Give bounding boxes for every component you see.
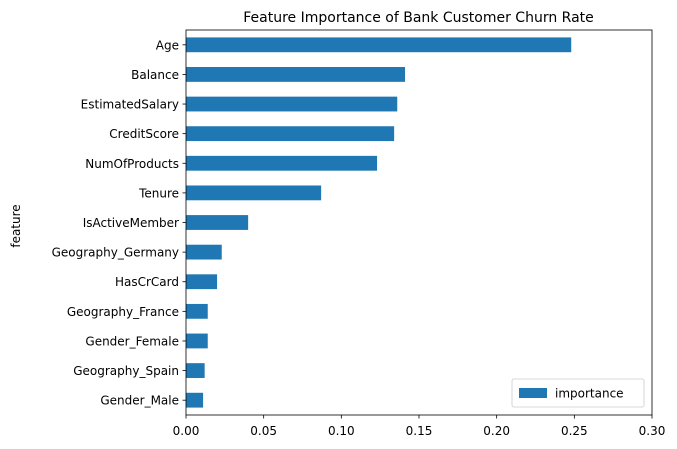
bar-numofproducts xyxy=(186,155,378,171)
bar-balance xyxy=(186,67,406,82)
legend-swatch xyxy=(519,388,547,398)
x-tick-label: 0.20 xyxy=(483,424,510,438)
chart-title: Feature Importance of Bank Customer Chur… xyxy=(243,10,594,26)
x-tick-label: 0.00 xyxy=(173,424,200,438)
y-tick-label: EstimatedSalary xyxy=(81,98,179,112)
y-tick-label: Geography_France xyxy=(67,305,179,319)
bar-geography-france xyxy=(186,303,208,319)
y-axis-label: feature xyxy=(9,204,23,247)
y-tick-label: Gender_Male xyxy=(100,394,179,408)
y-tick-label: IsActiveMember xyxy=(83,216,179,230)
y-tick-label: CreditScore xyxy=(109,127,179,141)
y-tick-label: Gender_Female xyxy=(85,334,179,348)
bars-group xyxy=(186,37,572,408)
y-tick-label: HasCrCard xyxy=(115,275,179,289)
bar-hascrcard xyxy=(186,274,218,290)
y-tick-label: Geography_Spain xyxy=(73,364,179,378)
y-tick-label: Balance xyxy=(131,68,179,82)
y-tick-label: Geography_Germany xyxy=(52,246,179,260)
legend: importance xyxy=(511,378,645,408)
x-tick-label: 0.05 xyxy=(250,424,277,438)
bar-creditscore xyxy=(186,126,395,142)
y-axis-ticks: Age Balance EstimatedSalary CreditScore NumO… xyxy=(52,38,186,408)
legend-box xyxy=(511,378,645,408)
bar-gender-female xyxy=(186,333,208,349)
bar-tenure xyxy=(186,185,322,201)
x-axis-ticks: 0.00 0.05 0.10 0.15 0.20 0.25 0.30 xyxy=(173,415,666,438)
x-tick-label: 0.30 xyxy=(639,424,666,438)
x-tick-label: 0.10 xyxy=(328,424,355,438)
x-tick-label: 0.25 xyxy=(561,424,588,438)
y-tick-label: NumOfProducts xyxy=(85,157,179,171)
bar-geography-germany xyxy=(186,244,222,260)
bar-age xyxy=(186,37,572,53)
bar-gender-male xyxy=(186,392,204,408)
bar-estimatedsalary xyxy=(186,96,398,112)
bar-geography-spain xyxy=(186,363,205,378)
x-tick-label: 0.15 xyxy=(406,424,433,438)
plot-frame xyxy=(185,29,653,416)
y-tick-label: Tenure xyxy=(138,186,179,200)
y-tick-label: Age xyxy=(156,38,179,52)
legend-label: importance xyxy=(555,387,624,401)
bar-isactivemember xyxy=(186,215,249,230)
